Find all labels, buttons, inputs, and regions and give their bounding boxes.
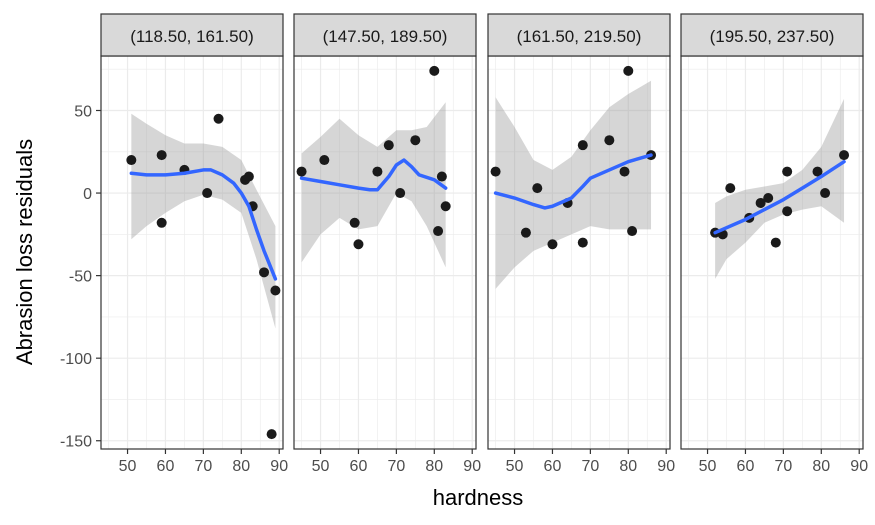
y-tick-label: -150 bbox=[60, 434, 92, 451]
data-point bbox=[353, 239, 364, 250]
y-tick-label: -50 bbox=[69, 269, 92, 286]
smooth-line bbox=[713, 159, 846, 235]
y-tick-label: 50 bbox=[74, 103, 92, 120]
panel-background bbox=[294, 56, 476, 449]
x-tick-label: 80 bbox=[425, 458, 443, 475]
x-tick-label: 70 bbox=[387, 458, 405, 475]
x-tick-label: 90 bbox=[657, 458, 675, 475]
facet-strip-label: (147.50, 189.50) bbox=[323, 27, 448, 46]
data-point bbox=[623, 65, 634, 76]
x-tick-label: 70 bbox=[194, 458, 212, 475]
data-point bbox=[839, 150, 850, 161]
panels-layer: (118.50, 161.50)50 60 70 80 90(147.50, 189.5… bbox=[100, 13, 868, 475]
x-tick-label: 70 bbox=[581, 458, 599, 475]
x-tick-label: 50 bbox=[506, 458, 524, 475]
data-point bbox=[520, 227, 531, 238]
data-point bbox=[577, 237, 588, 248]
facet-panel: (195.50, 237.50) 50 60 70 80 90 bbox=[680, 13, 868, 475]
confidence-band bbox=[131, 113, 276, 329]
data-point bbox=[547, 239, 558, 250]
x-tick-label: 80 bbox=[619, 458, 637, 475]
data-point bbox=[270, 285, 281, 296]
data-point bbox=[259, 267, 270, 278]
facet-panel: (161.50, 219.50) 50 60 70 80 90 bbox=[487, 13, 675, 475]
x-tick-label: 60 bbox=[737, 458, 755, 475]
data-point bbox=[243, 171, 254, 182]
data-point bbox=[383, 140, 394, 151]
x-axis-title: hardness bbox=[433, 485, 524, 510]
panel-background bbox=[101, 56, 283, 449]
facet-strip-label: (195.50, 237.50) bbox=[710, 27, 835, 46]
data-point bbox=[296, 166, 307, 177]
data-point bbox=[372, 166, 383, 177]
data-point bbox=[820, 188, 831, 199]
confidence-band bbox=[301, 102, 446, 268]
data-point bbox=[266, 429, 277, 440]
facet-strip-label: (118.50, 161.50) bbox=[130, 27, 254, 46]
data-point bbox=[619, 166, 630, 177]
x-tick-label: 50 bbox=[119, 458, 137, 475]
data-point bbox=[770, 237, 781, 248]
x-tick-label: 80 bbox=[232, 458, 250, 475]
data-point bbox=[627, 226, 638, 237]
confidence-band bbox=[715, 98, 845, 279]
data-point bbox=[725, 183, 736, 194]
facet-strip-label: (161.50, 219.50) bbox=[517, 27, 642, 46]
data-point bbox=[490, 166, 501, 177]
confidence-band bbox=[495, 80, 652, 289]
data-point bbox=[319, 155, 330, 166]
facet-panel: (147.50, 189.50) 50 60 70 80 90 bbox=[293, 13, 481, 475]
x-tick-label: 80 bbox=[812, 458, 830, 475]
facet-strip bbox=[680, 13, 864, 57]
x-tick-label: 90 bbox=[850, 458, 868, 475]
data-point bbox=[577, 140, 588, 151]
facet-strip bbox=[487, 13, 671, 57]
data-point bbox=[126, 155, 137, 166]
smooth-line bbox=[129, 168, 278, 281]
data-point bbox=[755, 197, 766, 208]
panel-background bbox=[681, 56, 863, 449]
data-point bbox=[395, 188, 406, 199]
data-point bbox=[782, 206, 793, 217]
data-point bbox=[213, 113, 224, 124]
x-tick-label: 60 bbox=[157, 458, 175, 475]
data-point bbox=[349, 217, 360, 228]
data-point bbox=[440, 201, 451, 212]
x-tick-label: 50 bbox=[312, 458, 330, 475]
data-point bbox=[604, 135, 615, 146]
data-point bbox=[156, 150, 167, 161]
data-point bbox=[532, 183, 543, 194]
smooth-line bbox=[493, 153, 653, 210]
y-tick-label: -100 bbox=[60, 351, 92, 368]
data-point bbox=[156, 217, 167, 228]
x-tick-label: 90 bbox=[270, 458, 288, 475]
data-point bbox=[763, 193, 774, 204]
facet-strip bbox=[293, 13, 477, 57]
data-point bbox=[433, 226, 444, 237]
data-point bbox=[429, 65, 440, 76]
facet-panel: (118.50, 161.50) 50 60 70 80 90 bbox=[100, 13, 288, 475]
data-point bbox=[782, 166, 793, 177]
data-point bbox=[812, 166, 823, 177]
y-tick-label: 0 bbox=[83, 186, 92, 203]
x-tick-label: 90 bbox=[463, 458, 481, 475]
panel-background bbox=[488, 56, 670, 449]
x-tick-label: 60 bbox=[350, 458, 368, 475]
y-axis-title: Abrasion loss residuals bbox=[12, 139, 37, 365]
x-tick-label: 50 bbox=[699, 458, 717, 475]
data-point bbox=[202, 188, 213, 199]
smooth-line bbox=[299, 158, 448, 192]
x-tick-label: 60 bbox=[544, 458, 562, 475]
facet-strip bbox=[100, 13, 284, 57]
y-axis: 50 0 -50 -100 -150 bbox=[60, 103, 101, 451]
x-tick-label: 70 bbox=[774, 458, 792, 475]
data-point bbox=[436, 171, 447, 182]
data-point bbox=[410, 135, 421, 146]
